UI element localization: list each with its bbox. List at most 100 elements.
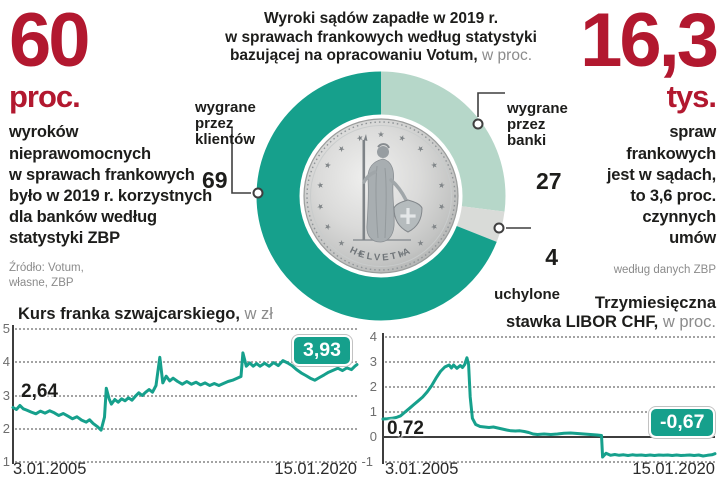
chf-chart-title-unit: w zł (244, 305, 273, 323)
coin-star: ★ (315, 181, 325, 190)
data-line (11, 351, 359, 432)
chf-y-axis (12, 325, 14, 464)
slice-label-banki-text: wygrane przez banki (507, 100, 568, 150)
helvetia-right-arm (389, 178, 408, 202)
slice-label-uchylone-text: uchylone (494, 286, 560, 304)
donut-title-line3-bold: bazującej na opracowaniu Votum, (229, 47, 478, 65)
chf-gridline (12, 361, 357, 363)
libor-gridline (382, 461, 715, 463)
libor-ytick-1: 1 (369, 404, 377, 419)
coin-star: ★ (322, 160, 333, 171)
stat-left-description: wyroków nieprawomocnych w sprawach frank… (9, 123, 212, 248)
donut-title-line3: bazującej na opracowaniu Votum, w proc. (225, 47, 537, 66)
coin-star: ★ (315, 202, 325, 211)
chf-ytick-2: 2 (2, 421, 10, 436)
coin-star: ★ (437, 202, 447, 211)
libor-zero-line (382, 436, 715, 438)
coin-star: ★ (429, 221, 440, 232)
chf-ytick-1: 1 (2, 454, 10, 469)
donut-chart: ★★★★★★★★ ★ ★★★★★★★★ HELVETIA (256, 71, 506, 321)
donut-title-line3-unit: w proc. (482, 47, 533, 65)
coin-star: ★ (355, 248, 365, 259)
chf-ytick-5: 5 (2, 321, 10, 336)
coin-stars: ★★★★★★★★ ★ ★★★★★★★★ (315, 130, 446, 259)
slice-value-uchylone: 4 (545, 244, 558, 271)
libor-ytick-4: 4 (369, 329, 377, 344)
libor-gridline (382, 336, 715, 338)
slice-label-banki: wygrane przez banki 27 (507, 85, 568, 209)
libor-xlabel-end: 15.01.2020 (632, 460, 715, 478)
stat-right: 16,3 tys. spraw frankowych jest w sądach… (544, 0, 719, 278)
helvetia-crown (377, 143, 390, 149)
libor-chart-title-line2: stawka LIBOR CHF, w proc. (506, 313, 716, 332)
helvetia-head (377, 146, 389, 158)
chf-gridline (12, 461, 357, 463)
chf-chart-title: Kurs franka szwajcarskiego, w zł (18, 305, 273, 324)
donut-chart-title: Wyroki sądów zapadłe w 2019 r. w sprawac… (225, 10, 537, 66)
coin-star: ★ (322, 221, 333, 232)
donut-slice (256, 71, 506, 321)
chf-ytick-3: 3 (2, 388, 10, 403)
libor-line-chart (381, 356, 717, 459)
stat-right-source: według danych ZBP (613, 264, 716, 277)
coin-star: ★ (415, 237, 426, 249)
chf-line-chart (11, 351, 359, 432)
data-line (381, 356, 717, 459)
donut-title-line2: w sprawach frankowych według statystyki (225, 28, 537, 46)
slice-value-klienci: 69 (202, 167, 228, 194)
coin-beaded-rim (306, 121, 456, 271)
shield-cross (400, 208, 416, 224)
donut-ring (256, 71, 506, 321)
libor-gridline (382, 361, 715, 363)
chf-gridline (12, 428, 357, 430)
stat-right-value: 16,3 (580, 0, 719, 83)
stat-left-value: 60 (9, 0, 91, 83)
libor-last-value-badge: -0,67 (651, 409, 714, 437)
coin-star: ★ (437, 181, 447, 190)
chf-last-value-badge: 3,93 (294, 337, 350, 365)
stat-right-description: spraw frankowych jest w sądach, to 3,6 p… (606, 123, 716, 248)
libor-chart-title-bold: stawka LIBOR CHF, (506, 313, 659, 332)
coin-star: ★ (355, 133, 365, 144)
libor-first-value-label: 0,72 (387, 418, 424, 439)
libor-chart-title-line1: Trzymiesięczna (594, 294, 716, 312)
chf-first-value-label: 2,64 (21, 381, 58, 402)
libor-y-axis (382, 333, 384, 464)
chf-xlabel-start: 3.01.2005 (13, 460, 87, 478)
helvetia-figure (353, 134, 423, 243)
libor-gridline (382, 411, 715, 413)
chf-xlabel-end: 15.01.2020 (274, 460, 357, 478)
coin-star: ★ (397, 133, 407, 144)
coin-star: ★ (377, 130, 384, 139)
coin-inner-rim (310, 125, 452, 267)
chf-gridline (12, 328, 357, 330)
slice-label-uchylone: 4 uchylone (494, 230, 560, 319)
stat-left-source: Źródło: Votum, własne, ZBP (9, 262, 84, 290)
chf-gridline (12, 395, 357, 397)
libor-xlabel-start: 3.01.2005 (385, 460, 459, 478)
coin-star: ★ (336, 143, 347, 155)
helvetia-robe (366, 158, 395, 243)
donut-title-line1: Wyroki sądów zapadłe w 2019 r. (263, 10, 499, 27)
libor-chart-title-unit: w proc. (662, 313, 716, 332)
libor-gridline (382, 386, 715, 388)
stat-right-unit: tys. (666, 79, 717, 115)
libor-ytick-2: 2 (369, 379, 377, 394)
coin-star: ★ (336, 237, 347, 249)
helvetia-spear (362, 140, 366, 240)
libor-ytick-3: 3 (369, 354, 377, 369)
swiss-franc-coin: ★★★★★★★★ ★ ★★★★★★★★ HELVETIA (303, 118, 459, 274)
slice-value-banki: 27 (536, 168, 562, 195)
libor-ytick-0: 0 (369, 429, 377, 444)
slice-label-klienci: wygrane przez klientów 69 (195, 84, 256, 208)
coin-star: ★ (415, 143, 426, 155)
libor-chart-title: Trzymiesięczna stawka LIBOR CHF, w proc. (506, 294, 716, 332)
helvetia-spear-tip (363, 134, 368, 141)
chf-chart-title-bold: Kurs franka szwajcarskiego, (18, 305, 240, 323)
coin-star: ★ (397, 248, 407, 259)
slice-label-klienci-text: wygrane przez klientów (195, 99, 256, 149)
stat-left-unit: proc. (9, 79, 81, 115)
chf-ytick-4: 4 (2, 354, 10, 369)
helvetia-left-arm (362, 170, 377, 184)
